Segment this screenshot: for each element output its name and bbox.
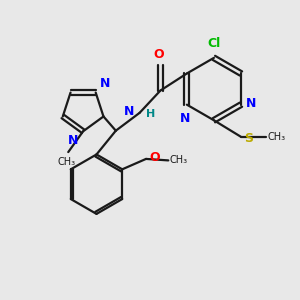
Text: N: N: [246, 97, 257, 110]
Text: N: N: [100, 76, 110, 90]
Text: S: S: [244, 132, 253, 145]
Text: N: N: [124, 105, 134, 118]
Text: CH₃: CH₃: [170, 155, 188, 165]
Text: Cl: Cl: [207, 37, 220, 50]
Text: CH₃: CH₃: [267, 132, 286, 142]
Text: N: N: [68, 134, 78, 147]
Text: CH₃: CH₃: [58, 157, 76, 166]
Text: O: O: [149, 151, 160, 164]
Text: O: O: [154, 48, 164, 61]
Text: H: H: [146, 109, 155, 119]
Text: N: N: [180, 112, 190, 125]
